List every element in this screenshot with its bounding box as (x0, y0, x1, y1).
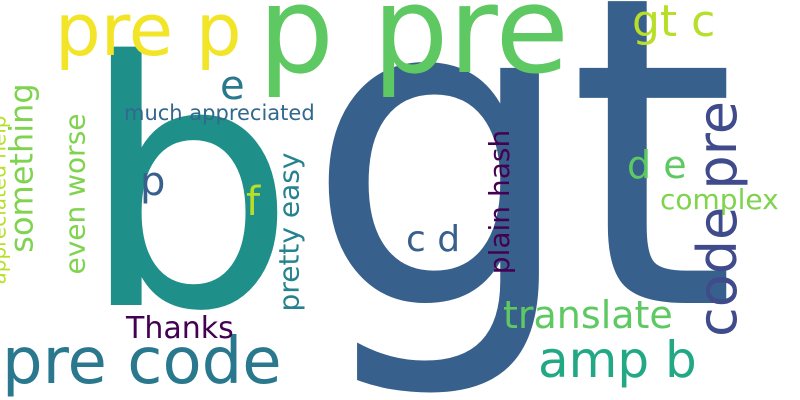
word-something: something (2, 83, 41, 253)
word-appreciated-help: appreciated help (0, 115, 11, 285)
word-d-e: d e (627, 143, 687, 187)
word-e: e (220, 63, 245, 109)
word-translate: translate (503, 293, 673, 337)
word-c-d: c d (406, 219, 461, 260)
word-b: b (80, 0, 296, 386)
word-even-worse: even worse (58, 113, 92, 275)
word-complex: complex (660, 183, 779, 216)
word-much-appreciated: much appreciated (124, 101, 315, 125)
word-gt: gt (305, 0, 737, 400)
word-pre-code: pre code (2, 325, 282, 399)
word-pre-p: pre p (55, 0, 242, 72)
word-gt-c: gt c (632, 0, 716, 47)
word-f: f (246, 179, 261, 225)
word-code-pre: code pre (685, 101, 749, 337)
word-thanks: Thanks (126, 311, 234, 346)
word-plain-hash: plain hash (483, 129, 517, 275)
word-p: p (140, 159, 166, 205)
word-p-pre: p pre (258, 0, 570, 101)
word-pretty-easy: pretty easy (272, 152, 306, 312)
word-amp-b: amp b (538, 331, 697, 389)
